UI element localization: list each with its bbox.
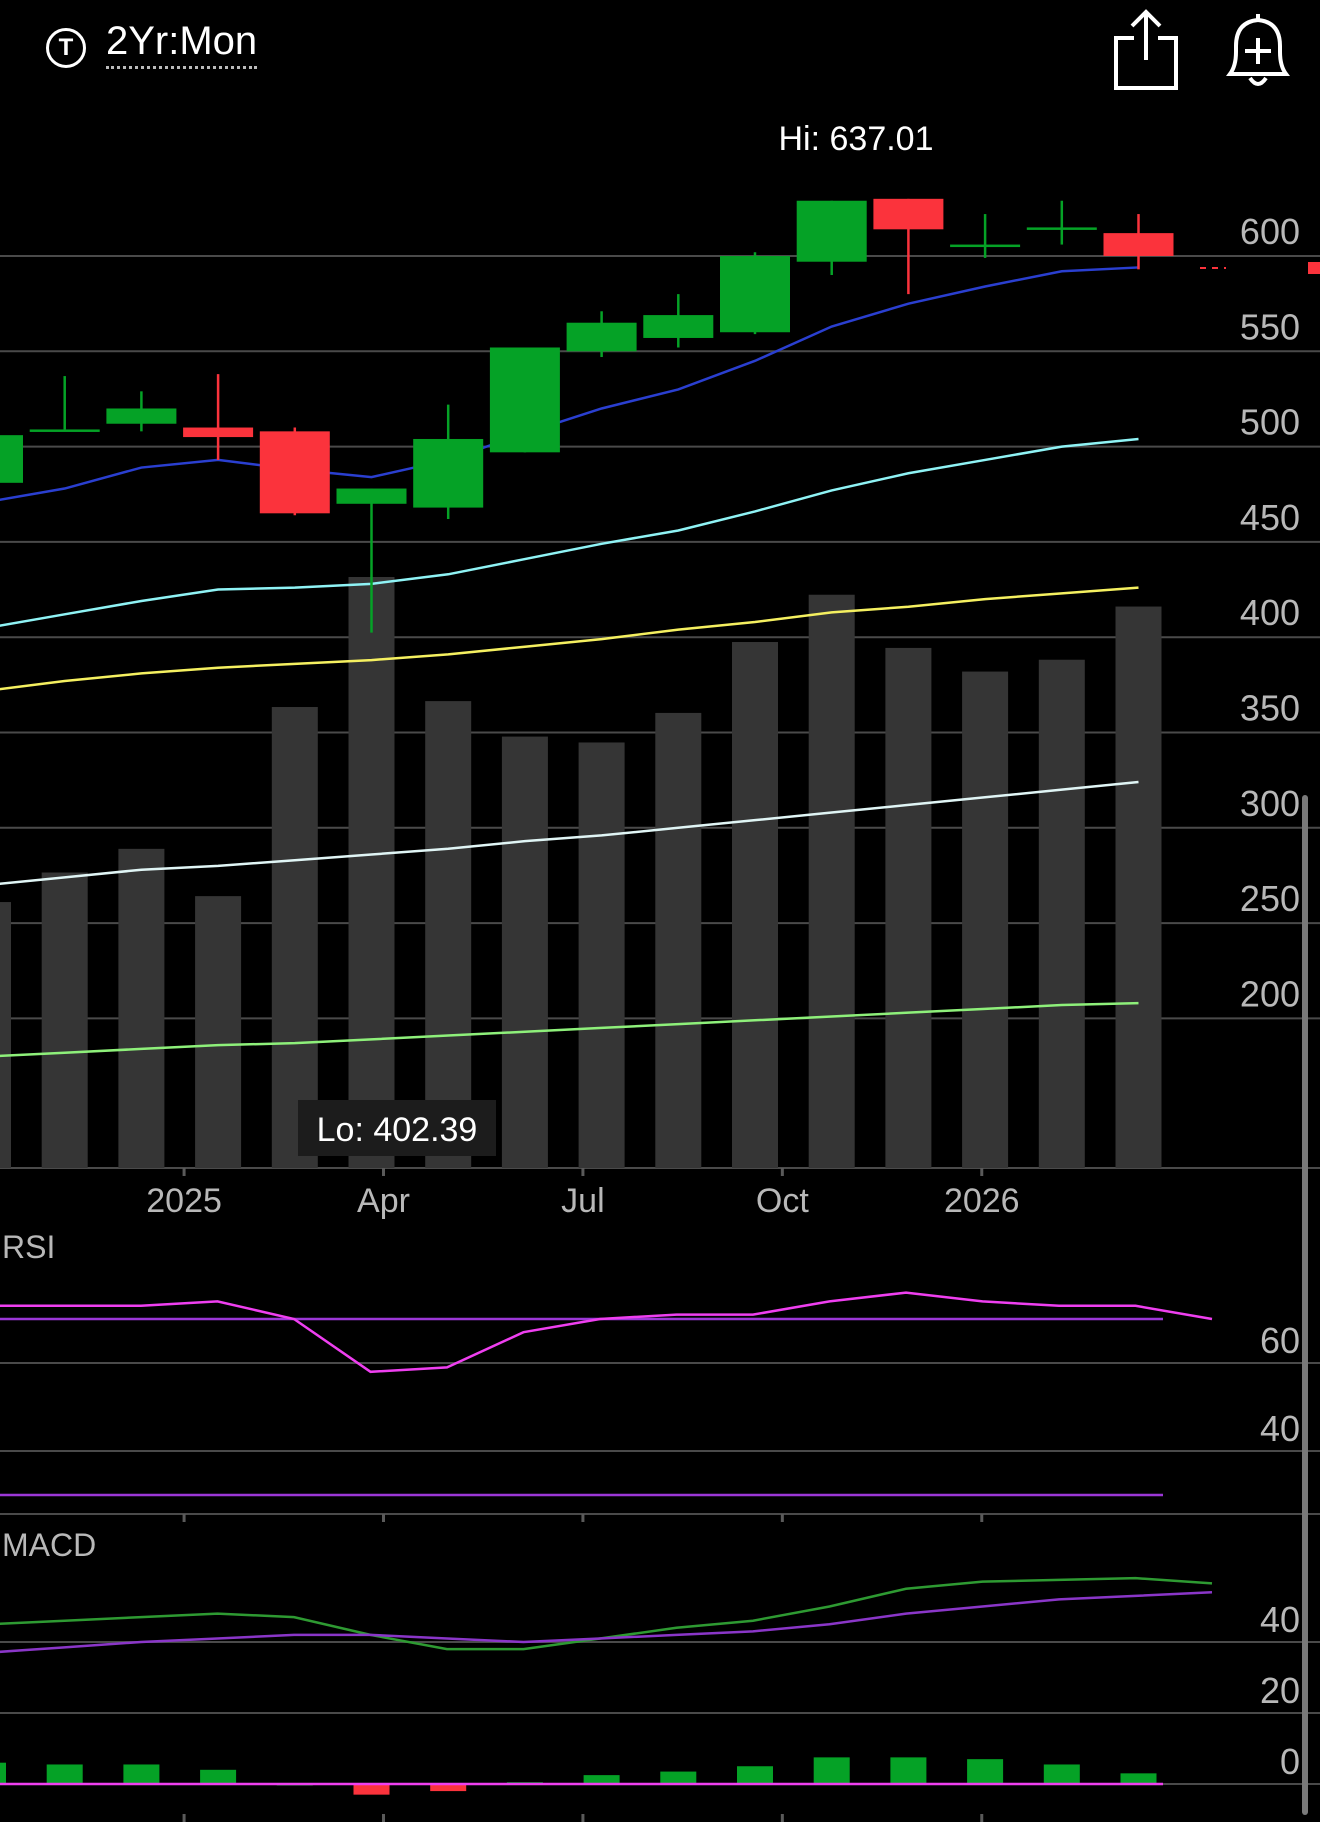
rsi-line: [0, 1291, 1213, 1374]
candle-body: [0, 435, 23, 483]
high-annotation: Hi: 637.01: [779, 120, 934, 158]
macd-signal-line: [0, 1591, 1213, 1654]
candle-body: [1026, 227, 1097, 230]
macd-histogram-bar: [200, 1769, 237, 1784]
macd-axis-label: 40: [1260, 1599, 1300, 1640]
rsi-axis-label: 60: [1260, 1320, 1300, 1361]
volume-bar: [808, 594, 855, 1168]
candle-body: [489, 347, 560, 453]
candle-body: [720, 256, 790, 333]
candle-body: [950, 244, 1021, 248]
last-price-marker: [1308, 262, 1320, 274]
candle-body: [796, 200, 867, 262]
macd-title: MACD: [2, 1527, 96, 1563]
macd-histogram-bar: [430, 1784, 467, 1792]
price-axis-label: 400: [1240, 592, 1300, 633]
price-axis-label: 500: [1240, 402, 1300, 443]
macd-axis-label: 20: [1260, 1670, 1300, 1711]
rsi-title: RSI: [2, 1229, 55, 1265]
candle-body: [29, 429, 100, 432]
share-icon[interactable]: [1108, 8, 1184, 92]
macd-histogram-bar: [737, 1766, 773, 1784]
macd-histogram-bar: [813, 1757, 850, 1784]
volume-bar: [501, 736, 548, 1168]
volume-bar: [348, 577, 395, 1168]
macd-histogram-bar: [353, 1784, 390, 1795]
moving-average-line: [0, 586, 1139, 691]
x-axis-label: Apr: [357, 1182, 410, 1220]
volume-bar: [0, 902, 11, 1168]
price-axis-label: 550: [1240, 306, 1300, 347]
price-axis-label: 600: [1240, 211, 1300, 252]
x-axis-label: Jul: [561, 1182, 604, 1220]
price-axis-label: 450: [1240, 497, 1300, 538]
candle-body: [566, 322, 637, 352]
x-axis-label: Oct: [756, 1182, 809, 1220]
candle-body: [106, 408, 177, 424]
candle-body: [873, 198, 944, 230]
ticker-logo-icon: T: [46, 28, 86, 68]
candle-body: [1103, 233, 1174, 256]
candle-body: [413, 438, 484, 508]
volume-bar: [271, 707, 318, 1168]
top-bar: T 2Yr:Mon: [0, 0, 1320, 100]
x-axis-label: 2025: [146, 1182, 222, 1220]
volume-bar: [1115, 606, 1162, 1168]
macd-histogram-bar: [890, 1757, 927, 1784]
macd-axis-label: 0: [1280, 1741, 1300, 1782]
volume-bar: [655, 712, 702, 1168]
volume-bar: [578, 742, 625, 1168]
macd-histogram-bar: [123, 1764, 160, 1784]
price-axis-label: 250: [1240, 878, 1300, 919]
low-annotation-bg: [298, 1100, 496, 1156]
price-axis-label: 300: [1240, 783, 1300, 824]
moving-average-line: [0, 266, 1139, 502]
macd-histogram-bar: [660, 1771, 697, 1784]
candle-body: [643, 315, 714, 338]
price-axis-label: 200: [1240, 973, 1300, 1014]
moving-average-line: [0, 780, 1139, 886]
volume-bar: [732, 642, 778, 1168]
volume-bar: [1038, 659, 1085, 1168]
volume-bar: [41, 872, 88, 1168]
price-axis-label: 350: [1240, 688, 1300, 729]
volume-bar: [885, 647, 932, 1168]
macd-histogram-bar: [46, 1764, 83, 1784]
candle-body: [183, 427, 254, 438]
range-selector[interactable]: 2Yr:Mon: [106, 18, 258, 69]
candle-body: [336, 488, 407, 504]
macd-histogram-bar: [0, 1762, 6, 1784]
macd-histogram-bar: [967, 1759, 1004, 1784]
volume-bar: [195, 896, 242, 1168]
scrollbar[interactable]: [1302, 795, 1308, 1815]
moving-average-line: [0, 1001, 1139, 1058]
low-annotation: Lo: 402.39: [317, 1111, 478, 1149]
rsi-axis-label: 40: [1260, 1408, 1300, 1449]
macd-histogram-bar: [583, 1775, 620, 1784]
moving-average-line: [0, 437, 1139, 627]
macd-histogram-bar: [1043, 1764, 1080, 1784]
candle-body: [259, 431, 330, 514]
volume-bar: [118, 848, 165, 1168]
x-axis-label: 2026: [944, 1182, 1020, 1220]
volume-bar: [425, 701, 472, 1168]
macd-histogram-bar: [1120, 1773, 1157, 1784]
add-alert-bell-icon[interactable]: [1216, 8, 1300, 92]
volume-bar: [962, 671, 1009, 1168]
